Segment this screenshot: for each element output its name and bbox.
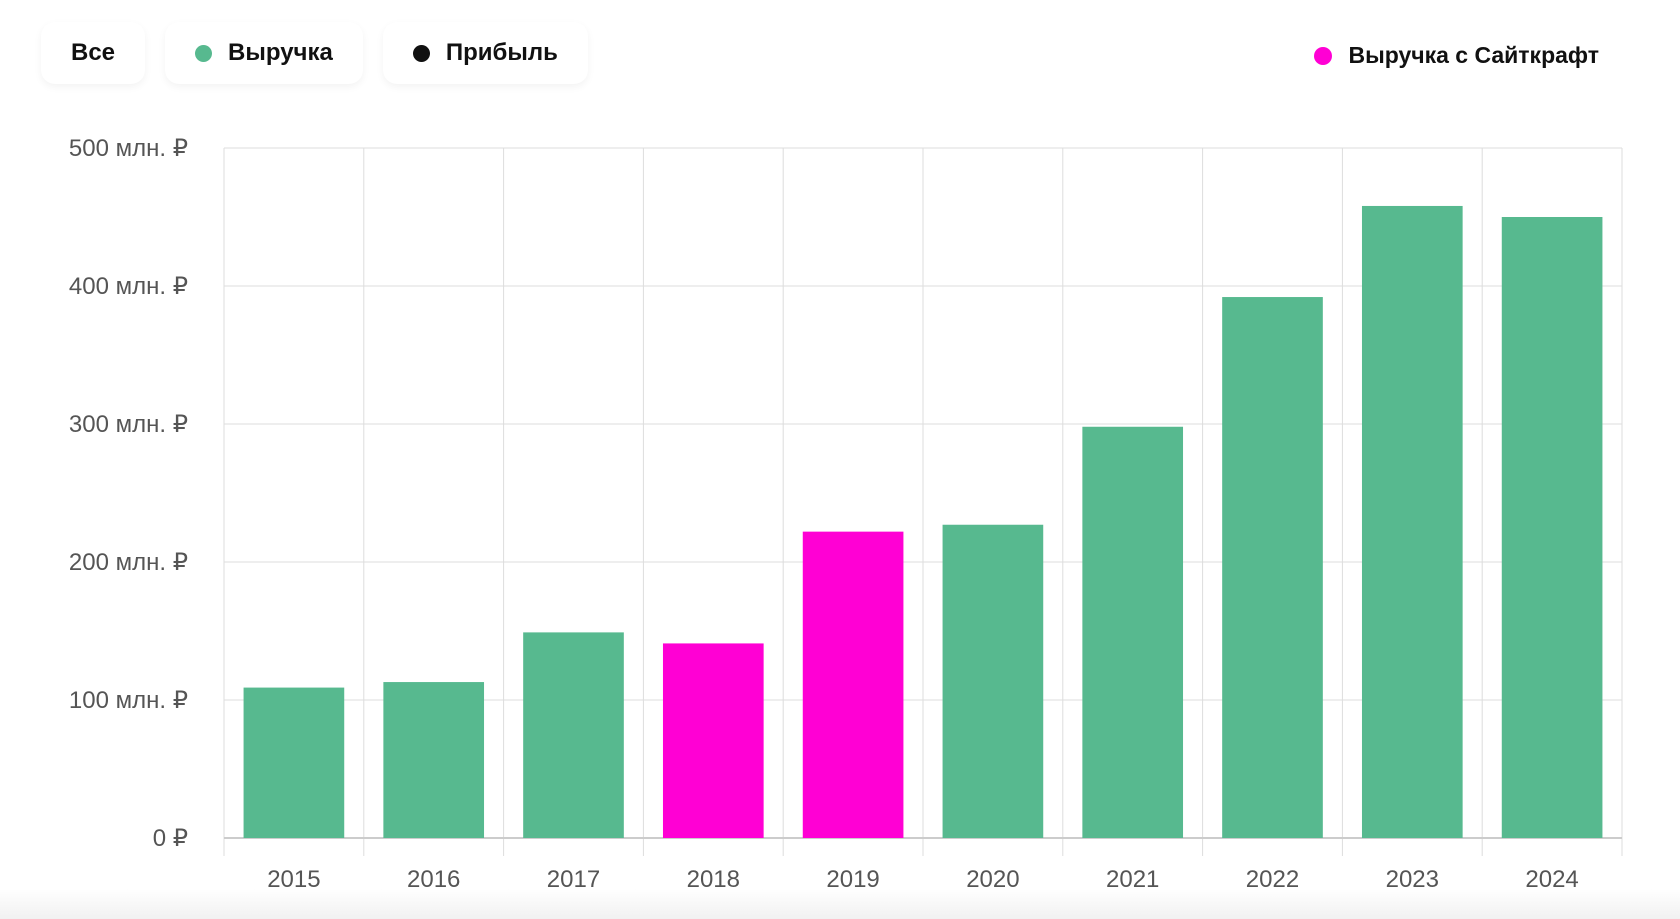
x-tick-label: 2022 — [1246, 866, 1299, 893]
bottom-fade — [0, 889, 1680, 919]
x-tick-label: 2021 — [1106, 866, 1159, 893]
filter-all-label: Все — [71, 39, 116, 66]
bar-2023 — [1361, 205, 1463, 838]
legend-sitecraft: Выручка с Сайткрафт — [1314, 42, 1599, 69]
filter-bar: Все Выручка Прибыль — [41, 22, 588, 84]
bar-2020 — [942, 524, 1044, 838]
x-tick-label: 2019 — [826, 866, 879, 893]
y-tick-label: 500 млн. ₽ — [69, 135, 188, 162]
filter-profit-button[interactable]: Прибыль — [382, 22, 588, 84]
bar-2019 — [802, 531, 904, 838]
x-tick-label: 2023 — [1386, 866, 1439, 893]
filter-revenue-button[interactable]: Выручка — [165, 22, 363, 84]
y-tick-label: 300 млн. ₽ — [69, 411, 188, 438]
x-tick-label: 2020 — [966, 866, 1019, 893]
bar-2021 — [1082, 426, 1184, 838]
filter-profit-label: Прибыль — [445, 39, 558, 66]
x-tick-label: 2016 — [407, 866, 460, 893]
x-tick-label: 2018 — [687, 866, 740, 893]
filter-revenue-label: Выручка — [228, 39, 333, 66]
bar-2017 — [523, 632, 624, 838]
y-tick-label: 0 ₽ — [153, 825, 188, 852]
revenue-bar-chart: 0 ₽ 100 млн. ₽ 200 млн. ₽ 300 млн. ₽ 400 млн… — [69, 135, 1623, 893]
bar-2015 — [243, 687, 345, 838]
x-tick-label: 2024 — [1525, 866, 1578, 893]
revenue-dot-icon — [195, 44, 213, 62]
bar-2016 — [383, 682, 485, 838]
y-tick-label: 200 млн. ₽ — [69, 549, 188, 576]
bar-2018 — [662, 643, 764, 838]
legend-sitecraft-label: Выручка с Сайткрафт — [1348, 42, 1599, 68]
x-tick-label: 2017 — [547, 866, 600, 893]
y-tick-label: 100 млн. ₽ — [69, 687, 188, 714]
sitecraft-dot-icon — [1314, 46, 1333, 65]
profit-dot-icon — [412, 44, 430, 62]
x-tick-label: 2015 — [267, 866, 320, 893]
filter-all-button[interactable]: Все — [41, 22, 146, 84]
bar-2022 — [1222, 297, 1323, 838]
y-tick-label: 400 млн. ₽ — [69, 273, 188, 300]
bar-2024 — [1501, 217, 1603, 838]
